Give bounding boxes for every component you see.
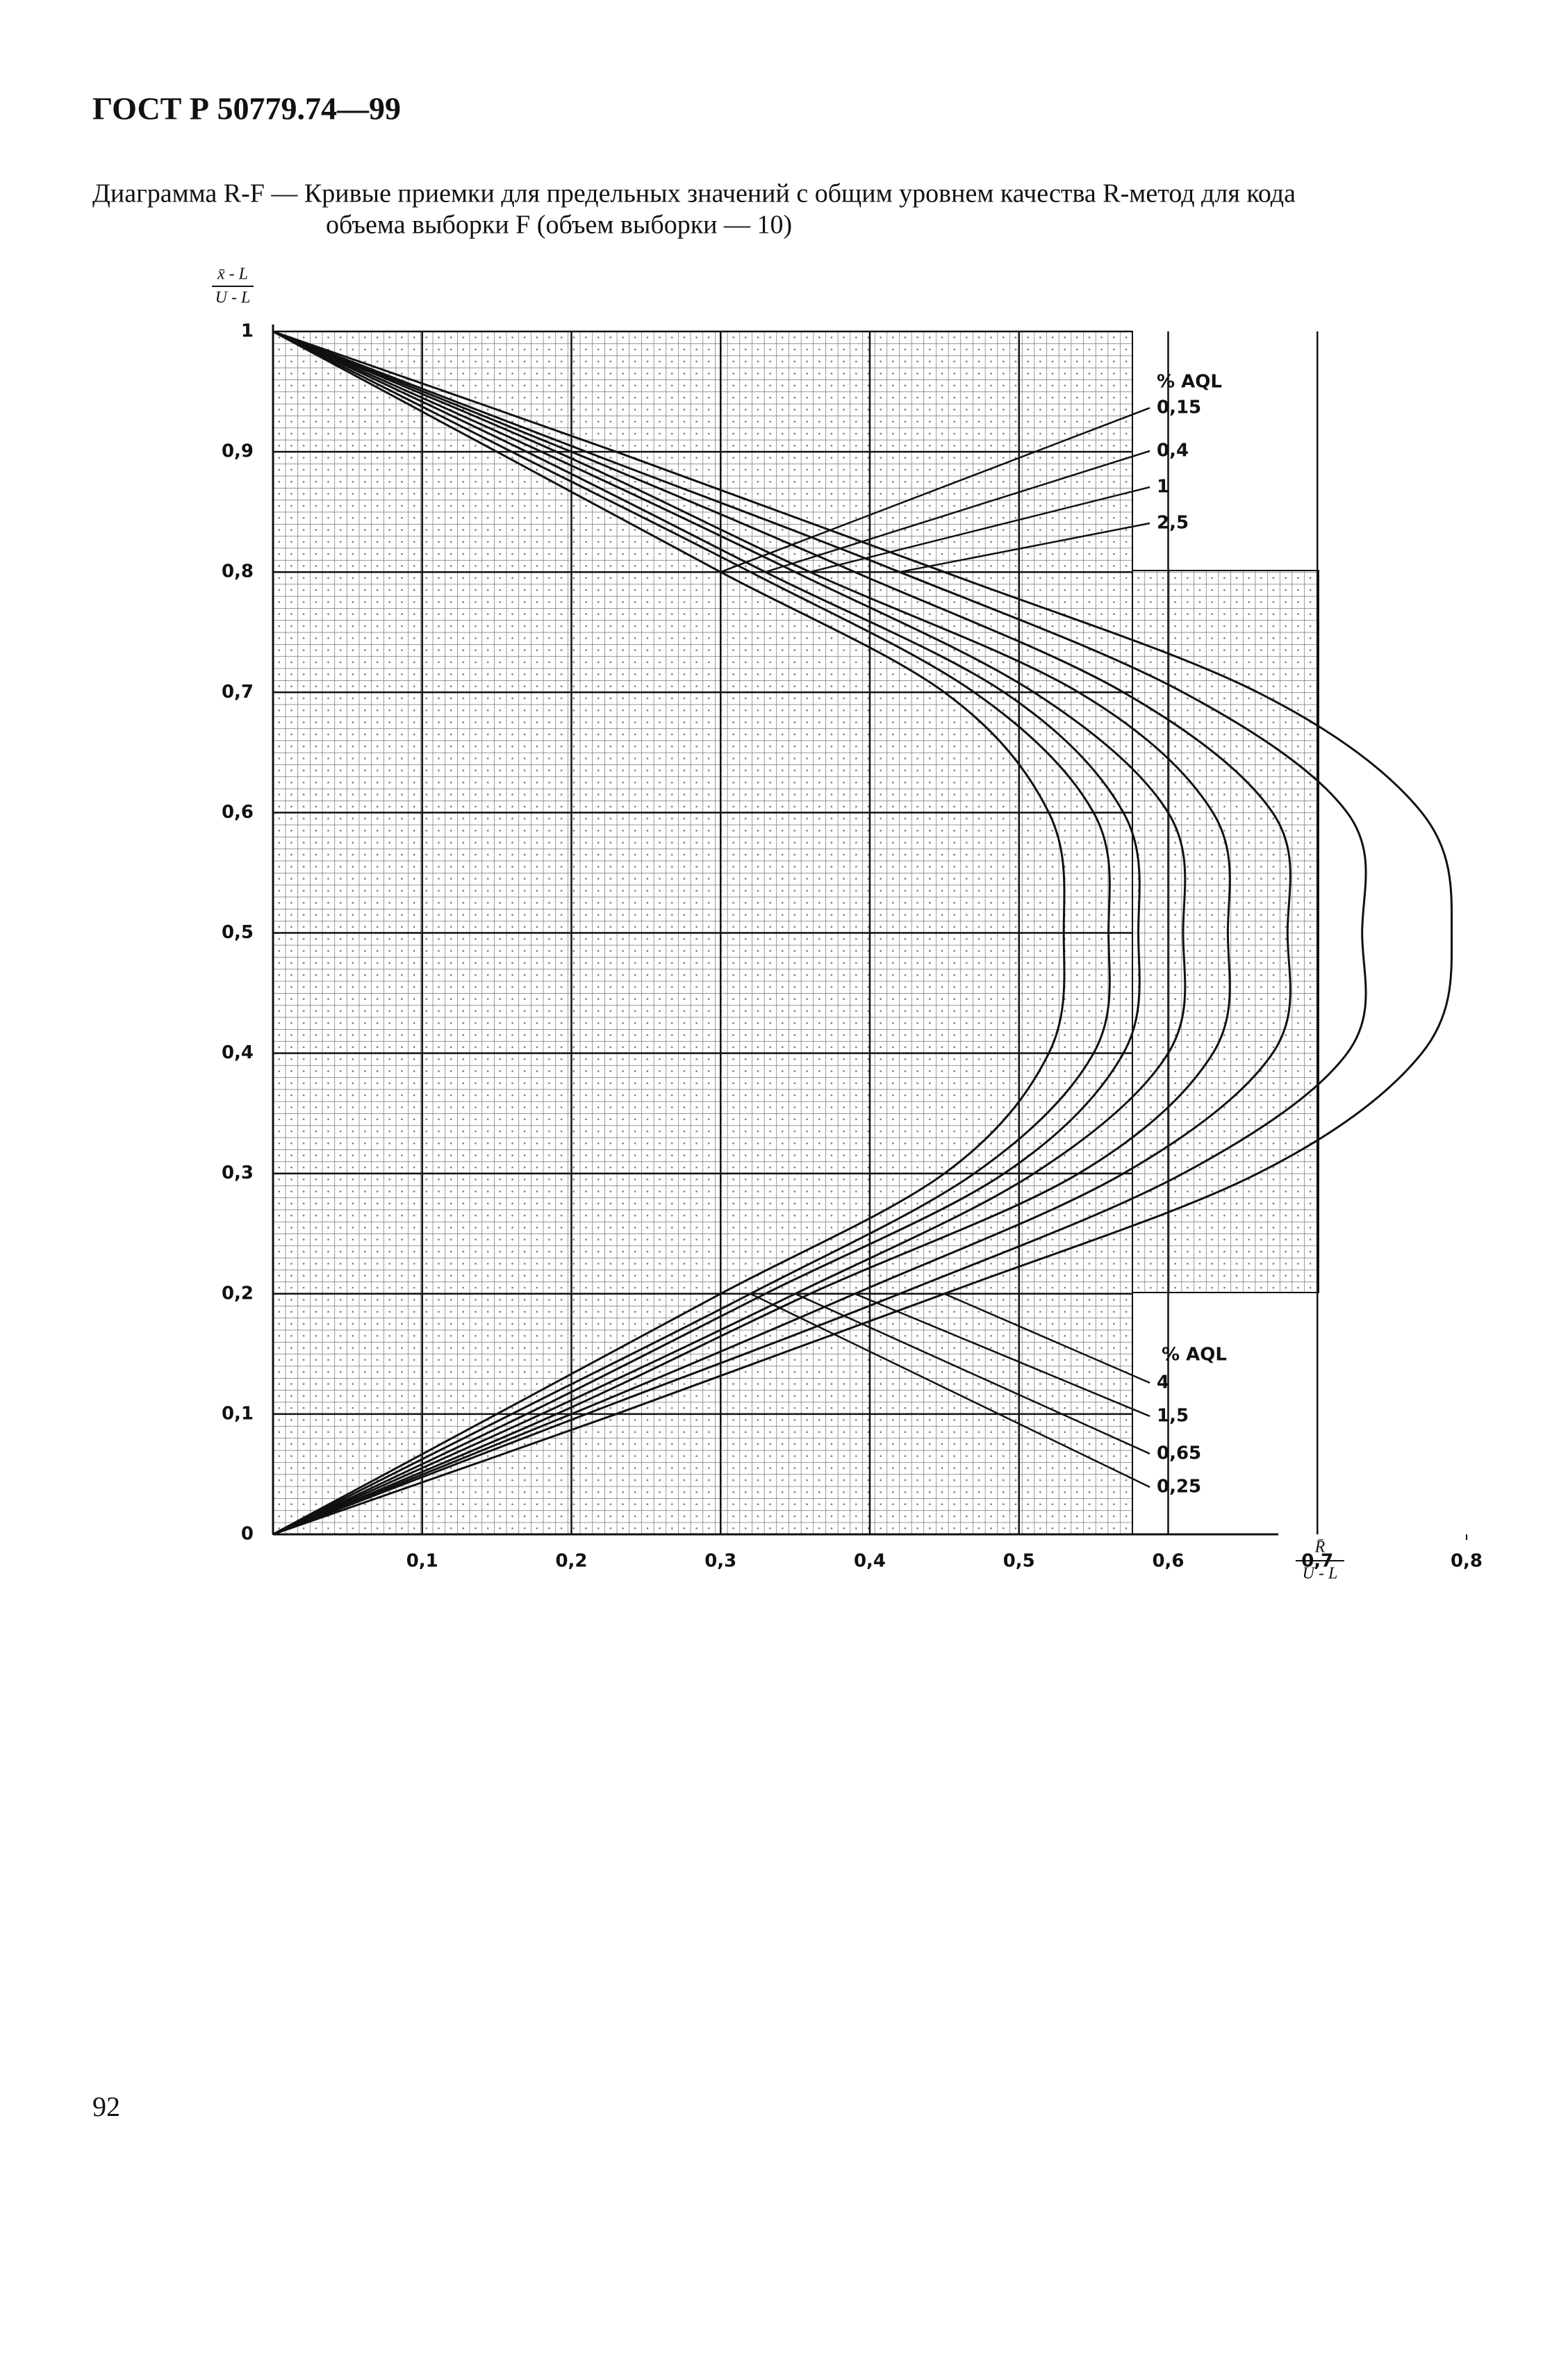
header: ГОСТ Р 50779.74—99 xyxy=(92,91,401,126)
legend-label: 1 xyxy=(1157,477,1169,498)
x-tick-label: 0,1 xyxy=(406,1551,438,1572)
acceptance-curve xyxy=(272,330,1066,1536)
x-tick-label: 0,5 xyxy=(1003,1551,1035,1572)
legend-title: % AQL xyxy=(1162,1345,1227,1365)
legend-label: 0,15 xyxy=(1157,397,1201,418)
y-tick-label: 0,3 xyxy=(222,1163,254,1183)
y-label-num: x̄ - L xyxy=(217,265,248,284)
y-tick-label: 0,7 xyxy=(222,682,254,703)
acceptance-curve xyxy=(272,330,1291,1536)
y-tick-label: 0,5 xyxy=(222,922,254,943)
y-tick-label: 0 xyxy=(241,1524,254,1545)
acceptance-curve xyxy=(272,330,1367,1536)
acceptance-curve xyxy=(272,330,1187,1536)
y-label-den: U - L xyxy=(215,289,251,307)
legend-label: 4 xyxy=(1157,1372,1169,1393)
caption-line: Диаграмма R-F — Кривые приемки для преде… xyxy=(92,179,1296,208)
legend-title: % AQL xyxy=(1157,372,1222,393)
x-tick-label: 0,3 xyxy=(704,1551,736,1572)
legend-label: 2,5 xyxy=(1157,513,1189,534)
x-tick-label: 0,2 xyxy=(555,1551,587,1572)
page-number: 92 xyxy=(92,2091,120,2122)
legend-label: 0,4 xyxy=(1157,441,1189,461)
leader-line xyxy=(855,1293,1150,1418)
acceptance-curve xyxy=(272,330,1453,1536)
acceptance-curve xyxy=(272,330,1141,1536)
legend-label: 1,5 xyxy=(1157,1406,1189,1427)
y-tick-label: 0,6 xyxy=(222,802,254,823)
legend-label: 0,25 xyxy=(1157,1477,1201,1498)
leader-line xyxy=(899,522,1150,573)
x-label-num: R̄ xyxy=(1314,1539,1326,1557)
y-tick-label: 0,2 xyxy=(222,1283,254,1304)
acceptance-curve xyxy=(272,330,1231,1536)
caption-line: объема выборки F (объем выборки — 10) xyxy=(326,211,792,240)
x-tick-label: 0,8 xyxy=(1451,1551,1483,1572)
y-tick-label: 0,9 xyxy=(222,441,254,462)
leader-line xyxy=(795,1293,1150,1455)
leader-line xyxy=(809,486,1150,573)
acceptance-curve xyxy=(272,330,1111,1536)
leader-line xyxy=(943,1293,1150,1384)
y-tick-label: 1 xyxy=(241,321,254,342)
legend-label: 0,65 xyxy=(1157,1443,1201,1464)
y-tick-label: 0,1 xyxy=(222,1403,254,1424)
x-tick-label: 0,6 xyxy=(1152,1551,1184,1572)
x-label-den: U - L xyxy=(1303,1565,1338,1583)
leader-line xyxy=(765,450,1150,573)
leader-line xyxy=(720,407,1150,573)
leader-line xyxy=(750,1293,1150,1488)
y-tick-label: 0,8 xyxy=(222,561,254,582)
x-tick-label: 0,4 xyxy=(854,1551,886,1572)
y-tick-label: 0,4 xyxy=(222,1042,254,1063)
